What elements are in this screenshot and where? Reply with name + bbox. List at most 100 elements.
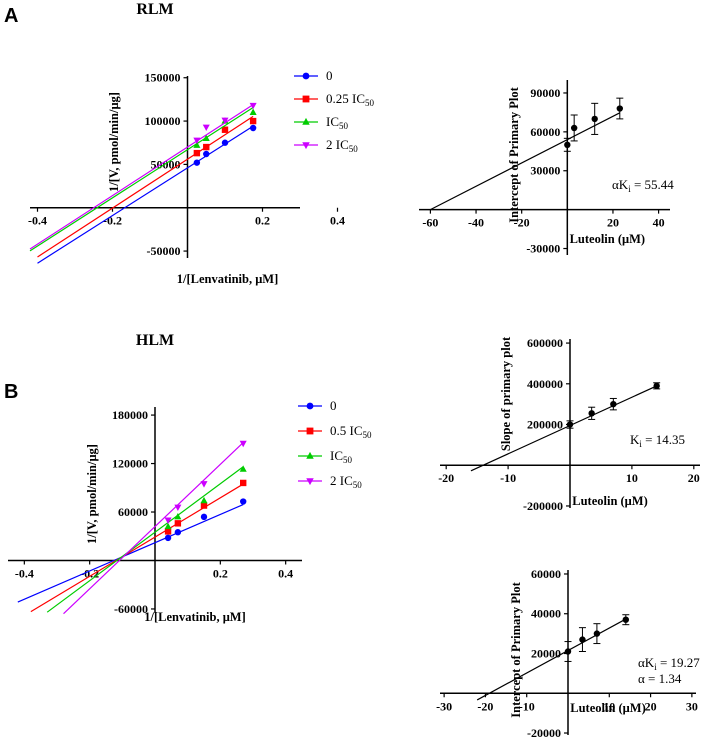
- y-axis-label: 1/[V, pmol/min/μg]: [107, 92, 121, 192]
- fit-line-1: [37, 115, 254, 258]
- x-axis-label: Luteolin (μM): [572, 494, 647, 508]
- data-point: [174, 529, 182, 536]
- y-tick-label: 60000: [118, 505, 148, 519]
- fit-line-2: [29, 106, 254, 252]
- y-tick-label: 40000: [531, 607, 561, 621]
- x-tick-label: 0.2: [255, 214, 270, 228]
- fit-line: [430, 112, 621, 211]
- y-tick-label: 30000: [530, 164, 560, 178]
- data-point: [193, 149, 201, 157]
- y-tick-label: 20000: [531, 646, 561, 660]
- x-tick-label: 20: [645, 699, 657, 713]
- data-point: [164, 517, 172, 524]
- x-tick-label: -0.4: [15, 566, 34, 580]
- x-tick-label: 0.2: [213, 566, 228, 580]
- y-tick-label: -200000: [523, 499, 563, 513]
- annotation: Ki = 14.35: [630, 432, 685, 449]
- fit-line-3: [63, 442, 244, 615]
- data-point: [174, 513, 182, 520]
- y-axis-label: Intercept of Primary Plot: [507, 86, 521, 222]
- annotation-line2: α = 1.34: [638, 671, 682, 686]
- data-point: [622, 616, 630, 623]
- legend-label: 0: [326, 68, 333, 83]
- data-point: [593, 630, 601, 637]
- data-point: [566, 421, 574, 428]
- x-tick-label: 20: [607, 216, 619, 230]
- y-tick-label: -60000: [114, 602, 148, 616]
- legend-marker: [306, 427, 314, 435]
- y-tick-label: 150000: [145, 71, 181, 85]
- x-tick-label: -0.2: [103, 214, 122, 228]
- x-tick-label: -30: [436, 699, 452, 713]
- panel-label-a: A: [4, 5, 18, 27]
- fit-line-0: [17, 503, 244, 603]
- x-axis-label: 1/[Lenvatinib, μM]: [144, 610, 246, 624]
- data-point: [202, 124, 210, 131]
- data-point: [653, 382, 660, 390]
- data-point: [174, 504, 182, 512]
- hlm-intercept-chart: -30 -20 -10 10 20 30 -20000 20000 40000 60000 Lute…: [436, 567, 700, 740]
- data-point: [200, 502, 208, 509]
- y-tick-label: 60000: [531, 567, 561, 581]
- data-point: [164, 522, 172, 530]
- y-tick-label: 200000: [527, 418, 563, 432]
- legend-label: 0.25 IC50: [326, 91, 375, 108]
- legend-marker: [302, 142, 310, 150]
- data-point: [164, 534, 172, 542]
- panel-label-b: B: [4, 381, 18, 403]
- y-tick-label: -30000: [526, 242, 560, 256]
- rlm-title: RLM: [136, 1, 173, 18]
- data-point: [610, 400, 617, 408]
- data-point: [249, 102, 257, 110]
- data-point: [564, 141, 571, 149]
- legend-marker: [302, 72, 310, 80]
- data-point: [203, 143, 210, 151]
- data-point: [193, 141, 201, 148]
- legend-marker: [302, 117, 310, 125]
- data-point: [616, 105, 623, 112]
- y-tick-label: -20000: [527, 726, 561, 740]
- y-tick-label: 90000: [530, 86, 560, 100]
- data-point: [200, 496, 208, 504]
- x-tick-label: 0.4: [278, 566, 293, 580]
- data-point: [200, 513, 208, 521]
- y-axis-label: Intercept of Primary Plot: [509, 581, 523, 717]
- legend-marker: [306, 402, 314, 410]
- x-axis-label: Luteolin (μM): [570, 232, 645, 246]
- data-point: [249, 117, 257, 125]
- data-point: [203, 150, 210, 158]
- data-point: [249, 108, 257, 115]
- y-tick-label: 120000: [112, 457, 148, 471]
- fit-line-2: [46, 466, 244, 613]
- data-point: [221, 126, 229, 133]
- data-point: [221, 139, 229, 146]
- legend-label: IC50: [326, 114, 349, 131]
- x-tick-label: 20: [688, 471, 700, 485]
- rlm-lineweaver-chart: -0.4-0.20.20.4-50000500001000001500001/[…: [28, 68, 375, 286]
- hlm-title: HLM: [136, 332, 174, 349]
- data-point: [193, 159, 201, 166]
- fit-line: [476, 618, 627, 701]
- fit-line-3: [29, 104, 254, 250]
- y-tick-label: -50000: [147, 244, 181, 258]
- data-point: [564, 648, 572, 655]
- data-point: [221, 117, 229, 125]
- data-point: [240, 479, 247, 487]
- legend-marker: [306, 451, 314, 459]
- x-tick-label: -10: [500, 471, 516, 485]
- data-point: [202, 134, 210, 141]
- x-tick-label: -10: [519, 699, 535, 713]
- x-tick-label: -20: [514, 216, 530, 230]
- legend-marker: [302, 95, 310, 103]
- fit-line-0: [37, 125, 254, 264]
- y-tick-label: 100000: [145, 114, 181, 128]
- legend-label: 2 IC50: [330, 473, 362, 490]
- legend-label: 2 IC50: [326, 137, 358, 154]
- annotation: αKi = 55.44: [612, 177, 674, 194]
- data-point: [591, 115, 598, 123]
- data-point: [200, 481, 208, 488]
- annotation: αKi = 19.27: [638, 655, 700, 672]
- data-point: [164, 528, 172, 535]
- x-tick-label: 10: [626, 471, 638, 485]
- hlm-lineweaver-chart: -0.4 -0.2 0.2 0.4-60000600001200001800001/[…: [8, 398, 372, 624]
